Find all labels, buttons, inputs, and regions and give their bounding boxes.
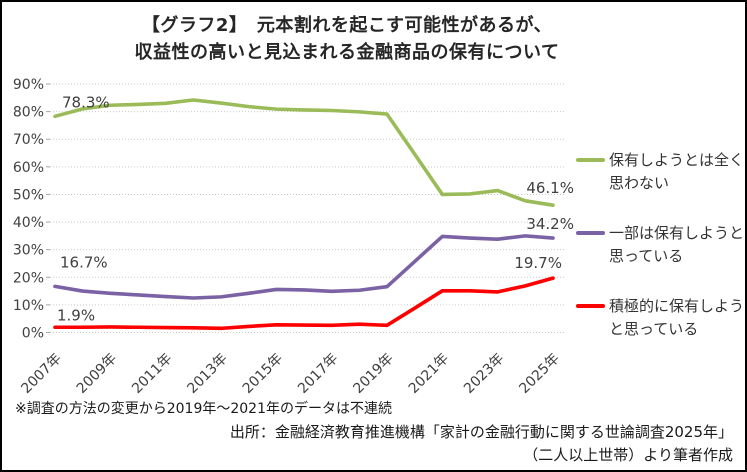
y-axis-label: 40% <box>13 215 44 231</box>
x-axis-label: 2021年 <box>406 351 452 397</box>
y-axis-label: 20% <box>13 270 44 286</box>
chart-title: 【グラフ2】 元本割れを起こす可能性があるが、 収益性の高いと見込まれる金融商品… <box>2 12 692 66</box>
data-point-label: 46.1% <box>526 179 574 197</box>
x-axis-label: 2017年 <box>295 351 341 397</box>
y-axis-label: 10% <box>13 298 44 314</box>
y-axis-label: 30% <box>13 243 44 259</box>
data-point-label: 1.9% <box>57 306 95 324</box>
legend-label-partial-hold: 一部は保有しようと 思っている <box>609 224 745 265</box>
source-attribution-line1: 出所：金融経済教育推進機構「家計の金融行動に関する世論調査2025年」 <box>229 423 733 441</box>
legend-swatch-green-line <box>576 158 605 162</box>
y-axis-label: 60% <box>13 160 44 176</box>
x-axis-label: 2011年 <box>129 351 175 397</box>
legend-swatch-purple-line <box>576 231 605 235</box>
y-axis-label: 90% <box>13 77 44 93</box>
data-point-label: 16.7% <box>60 253 108 271</box>
y-axis-label: 0% <box>22 326 44 342</box>
x-axis-label: 2023年 <box>461 351 507 397</box>
source-attribution-line2: （二人以上世帯）より筆者作成 <box>523 446 733 464</box>
x-axis-label: 2025年 <box>516 351 562 397</box>
chart-title-line2: 収益性の高いと見込まれる金融商品の保有について <box>134 42 560 63</box>
data-point-label: 34.2% <box>526 215 574 233</box>
x-axis-label: 2019年 <box>350 351 396 397</box>
chart-title-line1: 【グラフ2】 元本割れを起こす可能性があるが、 <box>141 15 553 36</box>
legend-item-active-hold: 積極的に保有しよう と思っている <box>576 295 744 341</box>
x-axis-label: 2009年 <box>74 351 120 397</box>
data-point-label: 78.3% <box>62 93 110 111</box>
discontinuity-footnote: ※調査の方法の変更から2019年～2021年のデータは不連続 <box>15 401 392 417</box>
series-line-0 <box>53 98 555 208</box>
y-axis-label: 80% <box>13 105 44 121</box>
legend-item-never-hold: 保有しようとは全く 思わない <box>576 149 744 195</box>
series-line-1 <box>53 234 555 300</box>
legend-label-never-hold: 保有しようとは全く 思わない <box>609 151 745 192</box>
series-line-2 <box>53 276 555 331</box>
legend-item-partial-hold: 一部は保有しようと 思っている <box>576 222 744 268</box>
x-axis-label: 2015年 <box>240 351 286 397</box>
legend-swatch-red-line <box>576 304 605 308</box>
x-axis-label: 2013年 <box>184 351 230 397</box>
data-point-label: 19.7% <box>514 254 562 272</box>
x-axis-label: 2007年 <box>18 351 64 397</box>
chart-legend: 保有しようとは全く 思わない 一部は保有しようと 思っている 積極的に保有しよう… <box>576 2 745 362</box>
legend-label-active-hold: 積極的に保有しよう と思っている <box>609 297 745 338</box>
y-axis-label: 70% <box>13 132 44 148</box>
y-axis-label: 50% <box>13 187 44 203</box>
